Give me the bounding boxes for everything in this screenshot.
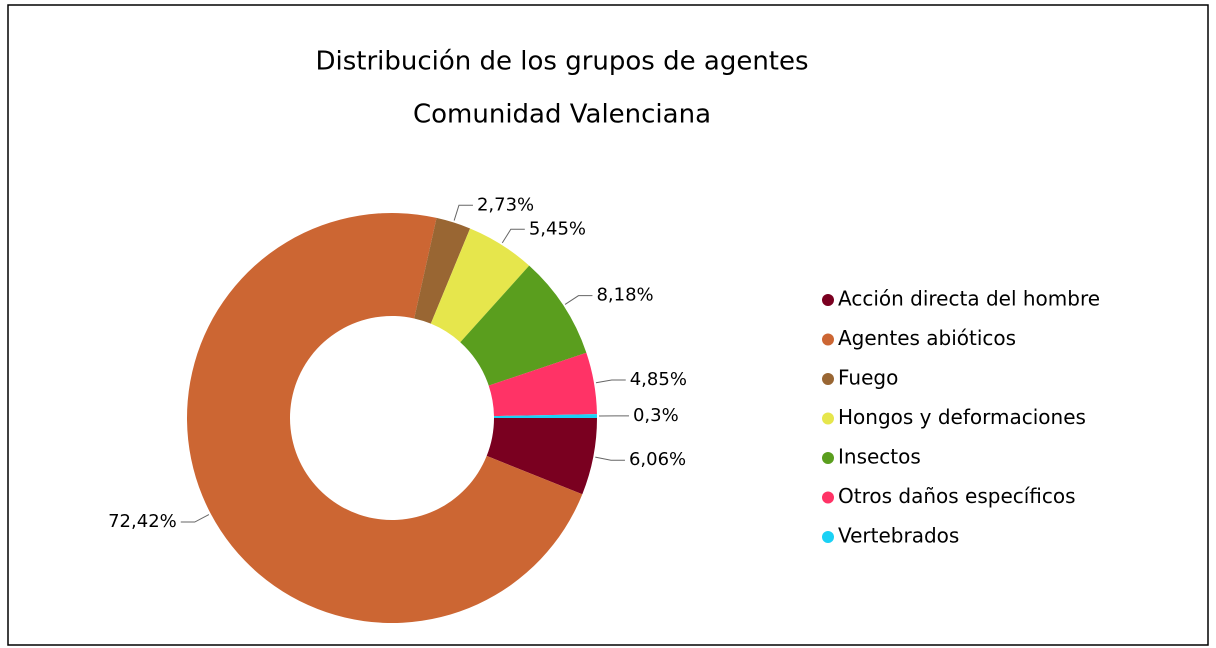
leader-line [564, 295, 593, 305]
donut-slice [460, 265, 587, 386]
leader-line [595, 456, 625, 461]
legend-label: Agentes abióticos [838, 326, 1016, 350]
legend-marker [822, 373, 834, 385]
legend-label: Hongos y deformaciones [838, 405, 1086, 429]
leader-line [180, 514, 210, 523]
data-label: 72,42% [108, 511, 177, 532]
legend-marker [822, 294, 834, 306]
leader-line [453, 204, 473, 221]
donut-slice [488, 352, 597, 417]
donut-slice [486, 418, 597, 495]
data-label: 4,85% [630, 369, 687, 390]
legend-marker [822, 491, 834, 504]
legend-label: Fuego [838, 366, 898, 390]
donut-slice [414, 217, 471, 324]
data-label: 2,73% [477, 194, 534, 215]
legend-label: Acción directa del hombre [838, 287, 1100, 311]
legend-label: Vertebrados [838, 524, 959, 548]
legend-marker [822, 333, 834, 346]
leader-line [595, 379, 626, 384]
legend-marker [822, 412, 834, 425]
frame [7, 4, 1209, 646]
chart-subtitle: Comunidad Valenciana [413, 100, 711, 130]
legend-marker [822, 531, 834, 543]
legend-label: Otros daños específicos [838, 484, 1076, 508]
data-label: 6,06% [629, 449, 686, 470]
legend-label: Insectos [838, 445, 921, 469]
donut-slice [187, 212, 583, 623]
data-label: 0,3% [633, 405, 679, 426]
leader-line [501, 228, 525, 244]
data-label: 5,45% [529, 218, 586, 239]
donut-slice [493, 414, 597, 418]
donut-slice [430, 228, 530, 343]
data-label: 8,18% [596, 285, 653, 306]
chart-title: Distribución de los grupos de agentes [315, 47, 808, 77]
legend-marker [822, 452, 834, 464]
